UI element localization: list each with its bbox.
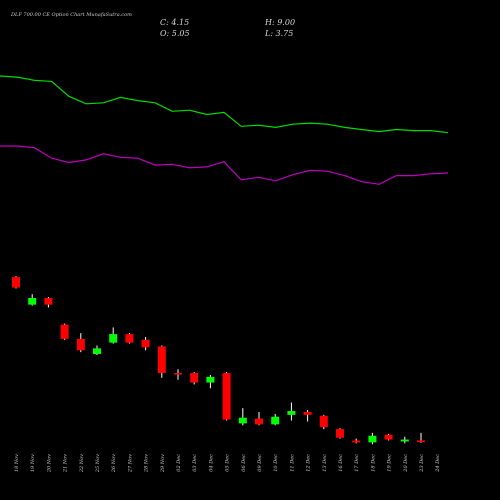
candle — [303, 410, 312, 422]
candle-body — [417, 440, 425, 443]
candle-body — [76, 338, 85, 351]
candle — [287, 402, 296, 421]
close-value: C: 4.15 — [160, 18, 189, 27]
candle-body — [255, 418, 263, 425]
x-tick-label: 16 Dec — [338, 454, 344, 472]
candle — [238, 408, 247, 426]
candle-body — [352, 440, 361, 443]
candles — [12, 276, 425, 445]
candle — [222, 372, 231, 421]
candle-body — [44, 298, 53, 305]
candle-body — [206, 376, 215, 383]
candle — [109, 327, 118, 344]
candle — [141, 336, 150, 351]
candle — [125, 333, 134, 344]
x-tick-label: 03 Dec — [192, 454, 198, 472]
upper-line — [0, 75, 449, 134]
candle-body — [336, 429, 344, 438]
x-tick-label: 05 Dec — [225, 454, 231, 472]
candle — [174, 369, 182, 380]
x-tick-label: 28 Nov — [144, 454, 150, 473]
x-tick-label: 20 Nov — [46, 454, 52, 473]
candle — [400, 436, 409, 444]
candle-body — [303, 412, 312, 415]
low-value: L: 3.75 — [264, 29, 293, 38]
x-tick-label: 10 Dec — [273, 454, 279, 472]
x-tick-label: 20 Dec — [403, 454, 409, 473]
candle-body — [60, 324, 69, 339]
candle-body — [12, 277, 20, 288]
x-tick-label: 04 Dec — [208, 454, 214, 472]
x-tick-label: 21 Nov — [63, 454, 69, 473]
candle — [76, 333, 85, 353]
x-tick-label: 22 Nov — [79, 454, 85, 473]
candle-body — [28, 298, 37, 305]
candle — [336, 428, 344, 439]
x-tick-label: 19 Nov — [30, 454, 36, 472]
x-tick-label: 24 Dec — [435, 454, 441, 473]
candle — [44, 297, 53, 308]
candle-body — [287, 411, 296, 415]
candle — [190, 372, 199, 385]
candle — [12, 276, 20, 289]
candle — [368, 432, 377, 445]
candle — [384, 433, 393, 441]
candle — [206, 374, 215, 389]
candle-body — [319, 415, 328, 428]
x-tick-label: 13 Dec — [322, 454, 328, 472]
x-tick-label: 25 Nov — [95, 454, 101, 473]
candle-body — [222, 373, 231, 420]
x-tick-label: 29 Nov — [160, 454, 166, 473]
x-axis-ticks: 18 Nov 19 Nov 20 Nov 21 Nov 22 Nov 25 Nov 26 N… — [14, 454, 441, 473]
lower-line — [0, 145, 449, 185]
candle-body — [157, 346, 166, 374]
open-value: O: 5.05 — [160, 29, 190, 38]
x-tick-label: 27 Nov — [127, 454, 133, 473]
x-tick-label: 02 Dec — [176, 454, 182, 472]
candle-body — [271, 416, 280, 425]
x-tick-label: 18 Nov — [14, 454, 20, 472]
candle-body — [384, 434, 393, 440]
x-tick-label: 11 Dec — [289, 454, 295, 472]
x-tick-label: 12 Dec — [306, 454, 312, 472]
candle-body — [93, 348, 101, 355]
candle — [417, 432, 425, 443]
x-tick-label: 18 Dec — [370, 454, 376, 472]
x-tick-label: 09 Dec — [257, 454, 263, 472]
x-tick-label: 06 Dec — [241, 454, 247, 472]
candle-body — [190, 373, 199, 383]
x-tick-label: 23 Dec — [419, 454, 425, 473]
chart-title: DLF 700.00 CE Option Chart MunafaSutra.c… — [10, 12, 132, 18]
candle-body — [174, 373, 182, 375]
x-tick-label: 26 Nov — [111, 454, 117, 473]
candle-body — [400, 439, 409, 442]
candle-body — [238, 417, 247, 424]
candle — [93, 345, 101, 355]
candle — [255, 412, 263, 426]
candle-body — [109, 334, 118, 343]
candle — [157, 345, 166, 378]
indicator-lines — [0, 75, 449, 185]
candle — [271, 413, 280, 426]
candle-body — [141, 339, 150, 348]
candle — [319, 414, 328, 430]
candle — [60, 323, 69, 340]
candle — [28, 294, 37, 306]
high-value: H: 9.00 — [264, 18, 295, 27]
x-tick-label: 19 Dec — [387, 454, 393, 472]
x-tick-label: 17 Dec — [354, 454, 360, 472]
candle-body — [368, 435, 377, 443]
candle-body — [125, 334, 134, 343]
candle — [352, 438, 361, 444]
